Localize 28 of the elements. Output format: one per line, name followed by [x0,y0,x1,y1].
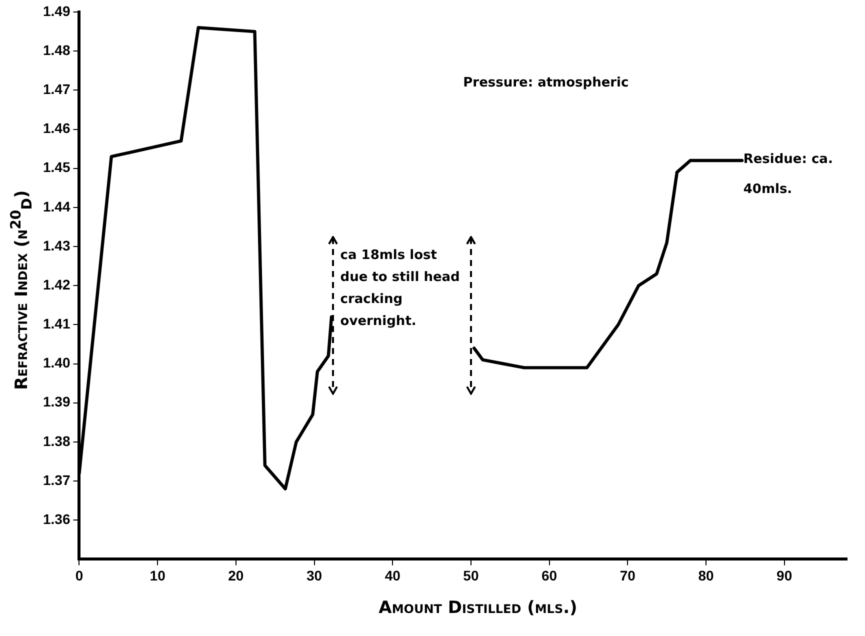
x-tick-label: 90 [776,567,792,584]
y-tick-label: 1.49 [43,2,70,19]
y-tick-label: 1.40 [43,354,70,371]
y-tick-label: 1.42 [43,276,70,292]
y-tick-label: 1.39 [43,394,70,410]
x-tick-label: 60 [542,567,558,584]
x-tick-label: 40 [384,567,401,584]
y-tick-label: 1.41 [43,316,70,332]
x-tick-label: 10 [150,567,166,584]
x-tick-label: 20 [228,567,244,584]
y-tick-label: 1.37 [43,472,70,488]
y-tick-label: 1.38 [43,432,70,449]
annotation: Residue: ca. 40mls. [743,152,833,198]
y-tick-label: 1.36 [43,510,70,527]
y-tick-label: 1.47 [43,81,70,98]
x-tick-label: 0 [75,567,84,584]
x-axis-title: Amount Distilled (mls.) [378,598,578,618]
annotation: Pressure: atmospheric [463,76,629,91]
x-tick-label: 80 [698,567,714,584]
x-tick-label: 70 [620,567,636,584]
y-tick-label: 1.48 [43,42,70,58]
y-tick-label: 1.43 [43,237,70,254]
y-tick-label: 1.45 [43,159,70,176]
y-tick-label: 1.44 [43,198,70,214]
x-tick-label: 50 [463,567,479,584]
y-tick-label: 1.46 [43,120,70,136]
annotation: ca 18mls lost due to still head cracking overnight. [340,248,460,329]
x-tick-label: 30 [306,567,322,584]
